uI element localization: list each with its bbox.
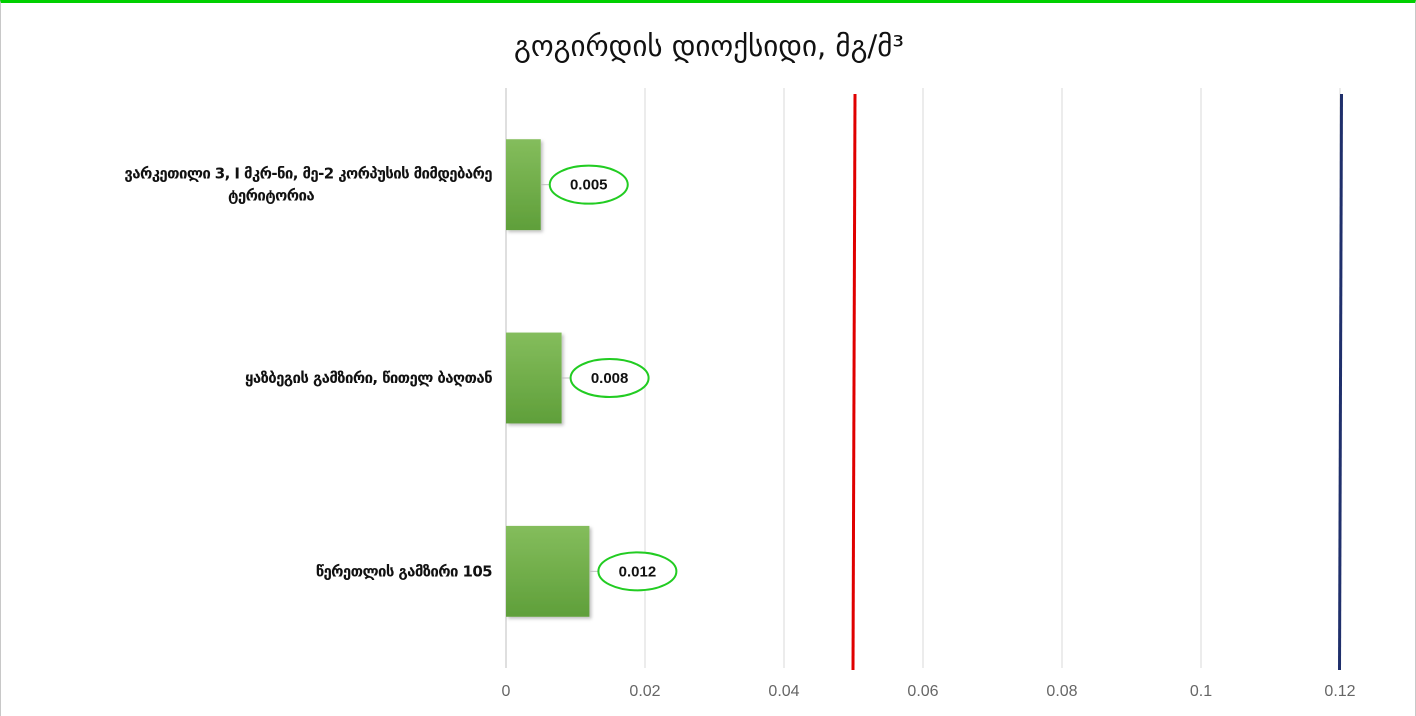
x-tick-label: 0.1 xyxy=(1190,683,1212,700)
data-label-bubble xyxy=(548,164,629,205)
chart-title: გოგირდის დიოქსიდი, მგ/მ³ xyxy=(514,29,904,63)
data-label: 0.012 xyxy=(619,563,657,580)
x-tick-label: 0.02 xyxy=(629,683,660,700)
reference-lines xyxy=(851,93,1343,671)
category-label: ყაზბეგის გამზირი, წითელ ბაღთან xyxy=(245,369,492,387)
category-labels: ვარკეთილი 3, I მკრ-ნი, მე-2 კორპუსის მიმ… xyxy=(124,165,493,581)
category-label: ტერიტორია xyxy=(228,187,314,205)
x-tick-label: 0 xyxy=(502,683,511,700)
bar xyxy=(506,332,562,424)
data-labels: 0.005 0.008 0.012 xyxy=(540,164,678,592)
x-axis-ticks: 0 0.02 0.04 0.06 0.08 0.1 0.12 xyxy=(502,683,1356,700)
bar xyxy=(506,525,590,617)
x-tick-label: 0.12 xyxy=(1324,683,1355,700)
data-label: 0.008 xyxy=(591,370,629,387)
data-label: 0.005 xyxy=(570,177,608,194)
reference-line xyxy=(851,93,857,671)
category-label: წერეთლის გამზირი 105 xyxy=(316,562,492,580)
bars xyxy=(506,139,590,617)
data-label-bubble xyxy=(569,358,650,398)
data-label-bubble xyxy=(597,551,678,592)
x-tick-label: 0.08 xyxy=(1046,683,1077,700)
x-tick-label: 0.06 xyxy=(907,683,938,700)
bar xyxy=(506,139,541,231)
reference-line xyxy=(1338,93,1343,671)
x-tick-label: 0.04 xyxy=(768,683,799,700)
category-label: ვარკეთილი 3, I მკრ-ნი, მე-2 კორპუსის მიმ… xyxy=(124,165,492,183)
